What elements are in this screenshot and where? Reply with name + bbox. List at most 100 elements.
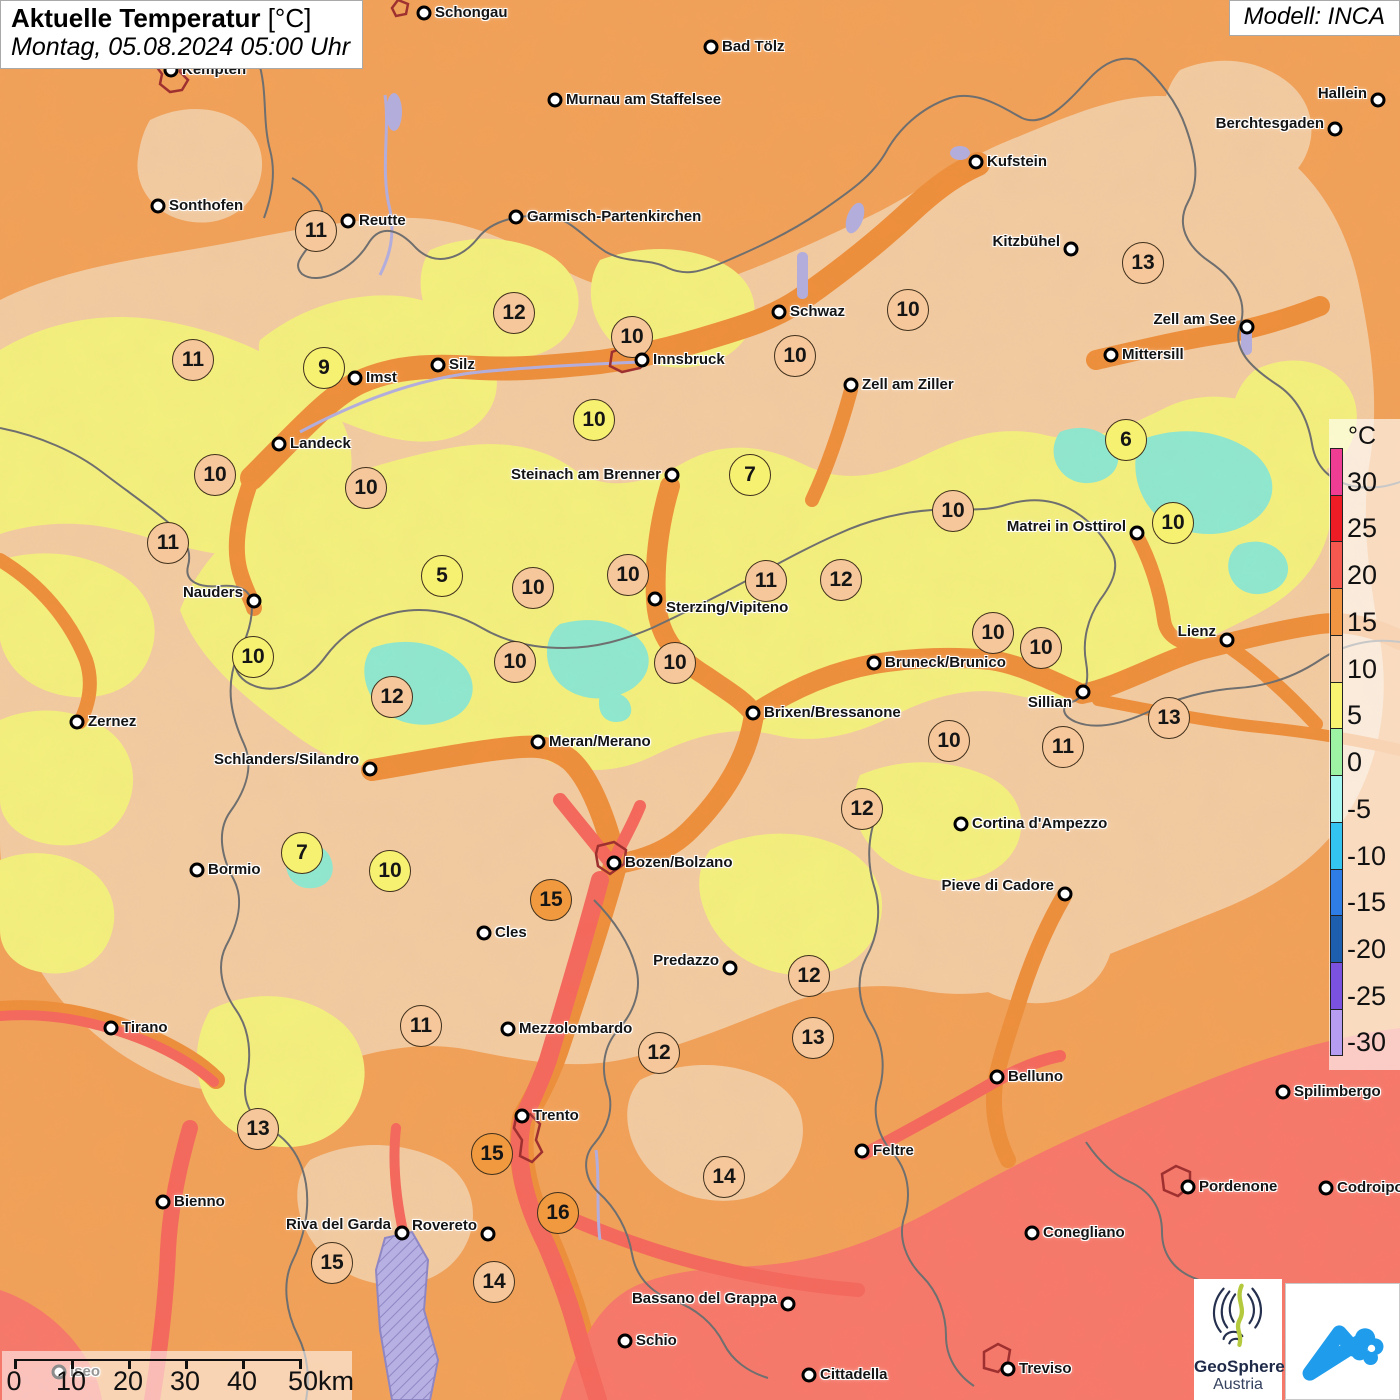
- colorbar-segment: [1330, 541, 1343, 590]
- station-temperature-circle: 10: [512, 567, 554, 609]
- town-label: Bozen/Bolzano: [625, 853, 733, 871]
- station-temperature-circle: 10: [345, 467, 387, 509]
- scalebar-tick-label: 30: [169, 1366, 201, 1396]
- town-marker: [189, 862, 205, 878]
- town-marker: [508, 209, 524, 225]
- map-title-text: Aktuelle Temperatur: [11, 3, 261, 33]
- town-marker: [430, 357, 446, 373]
- town-label: Sonthofen: [169, 196, 244, 214]
- town-label: Riva del Garda: [285, 1215, 391, 1233]
- colorbar-tick-label: 25: [1347, 513, 1378, 544]
- town-marker: [647, 591, 663, 607]
- town-marker: [1129, 525, 1145, 541]
- town-label: Berchtesgaden: [1215, 114, 1324, 132]
- town-marker: [866, 655, 882, 671]
- colorbar-tick-label: 10: [1347, 653, 1378, 684]
- town-marker: [780, 1296, 796, 1312]
- town-marker: [953, 816, 969, 832]
- town-label: Pordenone: [1199, 1177, 1278, 1195]
- station-temperature-circle: 12: [820, 559, 862, 601]
- colorbar-tick-label: 15: [1347, 606, 1378, 637]
- town-label: Hallein: [1317, 84, 1367, 102]
- town-label: Cortina d'Ampezzo: [972, 814, 1108, 832]
- model-label: Modell: INCA: [1228, 0, 1400, 36]
- town-label: Bormio: [208, 860, 261, 878]
- town-label: Mittersill: [1122, 345, 1184, 363]
- station-temperature-circle: 14: [473, 1261, 515, 1303]
- station-temperature-circle: 12: [638, 1032, 680, 1074]
- town-marker: [347, 370, 363, 386]
- town-label: Tirano: [122, 1018, 168, 1036]
- geosphere-name: GeoSphere: [1194, 1357, 1285, 1376]
- town-label: Reutte: [359, 211, 406, 229]
- town-marker: [771, 304, 787, 320]
- colorbar-tick-label: -5: [1347, 793, 1372, 824]
- geosphere-logo-box: GeoSphere Austria: [1194, 1279, 1285, 1400]
- station-temperature-circle: 10: [573, 399, 615, 441]
- station-temperature-circle: 13: [792, 1017, 834, 1059]
- distance-scalebar: 0 10 20 30 40 50km: [2, 1351, 354, 1400]
- colorbar-segment: [1330, 821, 1343, 870]
- town-marker: [1103, 347, 1119, 363]
- station-temperature-circle: 12: [841, 788, 883, 830]
- town-label: Trento: [533, 1106, 579, 1124]
- town-marker: [340, 213, 356, 229]
- town-marker: [745, 705, 761, 721]
- station-temperature-circle: 16: [537, 1192, 579, 1234]
- town-label: Landeck: [290, 434, 351, 452]
- station-temperature-circle: 10: [232, 636, 274, 678]
- scalebar-tick-label: 0: [6, 1366, 22, 1396]
- town-marker: [103, 1020, 119, 1036]
- town-label: Matrei in Osttirol: [1006, 517, 1126, 535]
- town-marker: [416, 5, 432, 21]
- colorbar-tick-label: 5: [1347, 700, 1363, 731]
- town-label: Steinach am Brenner: [510, 465, 661, 483]
- town-label: Zell am See: [1153, 310, 1236, 328]
- town-marker: [500, 1021, 516, 1037]
- colorbar-segment: [1330, 915, 1343, 964]
- map-title-box: Aktuelle Temperatur [°C] Montag, 05.08.2…: [0, 0, 364, 69]
- geosphere-country: Austria: [1213, 1376, 1263, 1393]
- town-label: Mezzolombardo: [519, 1019, 633, 1037]
- colorbar-segment: [1330, 588, 1343, 636]
- town-marker: [1275, 1084, 1291, 1100]
- town-marker: [547, 92, 563, 108]
- station-temperature-circle: 5: [421, 555, 463, 597]
- town-marker: [843, 377, 859, 393]
- station-temperature-circle: 10: [972, 612, 1014, 654]
- town-marker: [1370, 92, 1386, 108]
- colorbar-segment: [1330, 962, 1343, 1010]
- station-temperature-circle: 12: [493, 292, 535, 334]
- town-label: Meran/Merano: [549, 732, 651, 750]
- town-marker: [968, 154, 984, 170]
- town-marker: [155, 1194, 171, 1210]
- colorbar-unit: °C: [1348, 422, 1377, 450]
- town-marker: [634, 352, 650, 368]
- town-marker: [1057, 886, 1073, 902]
- town-label: Imst: [366, 368, 397, 386]
- town-label: Schongau: [435, 3, 508, 21]
- town-marker: [1075, 684, 1091, 700]
- station-temperature-circle: 11: [400, 1005, 442, 1047]
- town-marker: [1219, 632, 1235, 648]
- station-temperature-circle: 10: [928, 720, 970, 762]
- town-label: Rovereto: [411, 1216, 477, 1234]
- station-temperature-circle: 10: [611, 316, 653, 358]
- geosphere-icon: [1212, 1283, 1262, 1347]
- town-marker: [989, 1069, 1005, 1085]
- scalebar-tick: [128, 1359, 131, 1369]
- colorbar-segment: [1330, 728, 1343, 777]
- station-temperature-circle: 10: [887, 289, 929, 331]
- station-temperature-circle: 10: [494, 641, 536, 683]
- station-temperature-circle: 10: [194, 454, 236, 496]
- town-label: Schlanders/Silandro: [213, 750, 359, 768]
- town-label: Predazzo: [653, 951, 719, 969]
- station-temperature-circle: 13: [1122, 242, 1164, 284]
- town-marker: [150, 198, 166, 214]
- town-label: Belluno: [1008, 1067, 1063, 1085]
- map-title-unit: [°C]: [260, 3, 312, 33]
- station-temperature-circle: 11: [745, 560, 787, 602]
- map-title: Aktuelle Temperatur [°C]: [11, 4, 350, 33]
- town-marker: [801, 1367, 817, 1383]
- colorbar-segment: [1330, 775, 1343, 823]
